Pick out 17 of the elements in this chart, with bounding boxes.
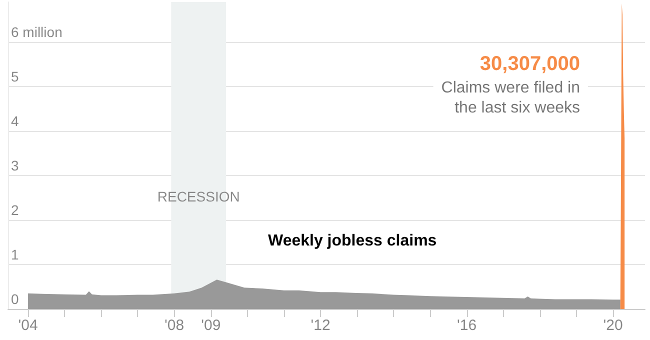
y-tick-label: 5: [11, 68, 19, 85]
x-tick-label: '04: [18, 317, 38, 334]
x-tick-label: '08: [164, 317, 184, 334]
y-tick-label: 2: [11, 202, 19, 218]
annotation: 30,307,000: [480, 53, 580, 75]
x-tick-label: '20: [603, 317, 623, 334]
y-tick-label: 4: [11, 113, 19, 130]
x-tick-label: '12: [310, 317, 330, 334]
band-label: RECESSION: [157, 188, 240, 204]
x-tick-label: '16: [457, 317, 477, 334]
y-tick-label: 6 million: [11, 24, 62, 40]
y-tick-label: 3: [11, 158, 19, 174]
x-tick-label: '09: [201, 317, 221, 334]
text: Weekly jobless claims: [268, 232, 437, 250]
y-tick-label: 0: [11, 291, 19, 307]
annotation: Claims were filed in the last six weeks: [441, 80, 580, 116]
y-tick-label: 1: [11, 246, 19, 263]
